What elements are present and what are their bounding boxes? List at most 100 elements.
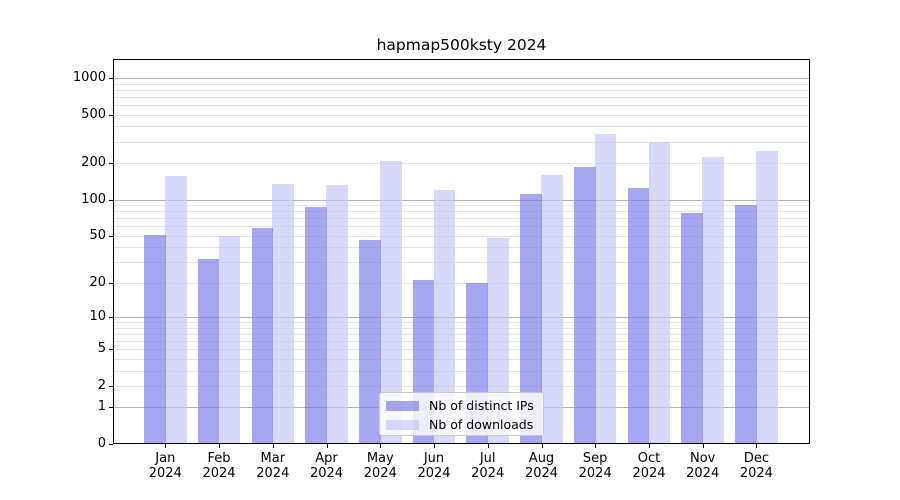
legend-label-distinct-ips: Nb of distinct IPs	[429, 398, 534, 413]
x-tick-label-oct: Oct 2024	[632, 451, 666, 481]
legend: Nb of distinct IPs Nb of downloads	[379, 392, 544, 436]
x-tick-mark-mar	[272, 444, 274, 448]
bar-distinct-ips-feb	[197, 258, 220, 444]
x-tick-mark-nov	[702, 444, 704, 448]
bar-downloads-dec	[755, 150, 778, 444]
x-tick-label-nov: Nov 2024	[686, 451, 720, 481]
y-tick-mark-50	[109, 235, 113, 237]
gridline-y-2	[113, 385, 810, 387]
bar-distinct-ips-mar	[251, 228, 274, 444]
y-tick-label-20: 20	[89, 274, 106, 290]
bar-downloads-sep	[594, 134, 617, 444]
bar-distinct-ips-apr	[305, 206, 327, 444]
x-tick-mark-oct	[649, 444, 650, 448]
legend-swatch-distinct-ips	[386, 400, 419, 411]
bar-downloads-mar	[272, 184, 295, 444]
bar-distinct-ips-jan	[144, 234, 166, 444]
bar-downloads-oct	[648, 141, 671, 444]
gridline-y-8	[113, 327, 810, 329]
gridline-y-100	[113, 199, 810, 201]
gridline-y-90	[113, 205, 810, 206]
y-tick-mark-5	[109, 349, 113, 351]
gridline-y-10	[113, 317, 810, 318]
x-tick-label-aug: Aug 2024	[524, 451, 559, 481]
gridline-y-50	[113, 235, 810, 237]
y-tick-label-1: 1	[97, 399, 106, 415]
x-tick-label-mar: Mar 2024	[256, 451, 290, 481]
y-tick-label-500: 500	[81, 106, 106, 122]
gridline-y-80	[113, 211, 810, 213]
x-tick-mark-jan	[165, 444, 167, 448]
bar-downloads-jan	[164, 176, 187, 444]
x-tick-mark-jul	[487, 444, 489, 448]
x-tick-label-apr: Apr 2024	[309, 451, 344, 481]
y-tick-label-2: 2	[97, 377, 106, 393]
bar-downloads-aug	[541, 175, 563, 444]
gridline-y-7	[113, 333, 810, 335]
y-tick-label-5: 5	[97, 341, 106, 357]
gridline-y-800	[113, 89, 810, 91]
gridline-y-4	[113, 358, 810, 360]
bar-distinct-ips-dec	[735, 205, 757, 444]
gridline-y-700	[113, 96, 810, 98]
y-tick-mark-100	[109, 199, 113, 201]
gridline-y-3	[113, 370, 810, 372]
y-tick-mark-0	[109, 444, 113, 445]
x-tick-label-feb: Feb 2024	[202, 451, 236, 481]
legend-label-downloads: Nb of downloads	[429, 417, 534, 432]
bar-distinct-ips-may	[359, 240, 381, 444]
x-tick-label-sep: Sep 2024	[578, 451, 612, 481]
x-tick-mark-feb	[219, 444, 220, 448]
bar-distinct-ips-oct	[627, 188, 650, 444]
bar-downloads-jun	[433, 189, 456, 444]
y-tick-mark-20	[109, 282, 113, 284]
gridline-y-300	[113, 141, 810, 143]
x-tick-mark-aug	[541, 444, 543, 448]
gridline-y-70	[113, 218, 810, 220]
gridline-y-200	[113, 163, 810, 164]
y-tick-label-0: 0	[97, 436, 106, 451]
x-tick-label-jul: Jul 2024	[471, 451, 505, 481]
gridline-y-1000	[113, 77, 810, 79]
x-tick-label-may: May 2024	[363, 451, 397, 481]
x-tick-label-jan: Jan 2024	[148, 451, 182, 481]
gridline-y-400	[113, 126, 810, 128]
legend-item-distinct-ips: Nb of distinct IPs	[380, 396, 543, 415]
y-tick-mark-10	[109, 317, 113, 318]
y-tick-mark-1000	[109, 77, 113, 79]
gridline-y-6	[113, 340, 810, 342]
x-tick-mark-dec	[756, 444, 758, 448]
x-tick-label-jun: Jun 2024	[417, 451, 451, 481]
y-tick-mark-2	[109, 385, 113, 387]
gridline-y-30	[113, 262, 810, 264]
x-tick-mark-sep	[595, 444, 597, 448]
gridline-y-900	[113, 83, 810, 85]
x-tick-mark-jun	[434, 444, 435, 448]
x-tick-mark-may	[380, 444, 382, 448]
legend-swatch-downloads	[386, 419, 419, 430]
bar-distinct-ips-aug	[520, 194, 542, 444]
y-tick-label-200: 200	[81, 155, 106, 170]
bar-downloads-feb	[218, 235, 241, 444]
y-tick-mark-200	[109, 163, 113, 164]
y-tick-mark-500	[109, 114, 113, 116]
gridline-y-20	[113, 282, 810, 284]
gridline-y-40	[113, 247, 810, 249]
x-tick-mark-apr	[326, 444, 328, 448]
bar-downloads-nov	[702, 156, 724, 444]
y-tick-label-10: 10	[89, 309, 106, 324]
legend-item-downloads: Nb of downloads	[380, 415, 543, 434]
gridline-y-9	[113, 322, 810, 323]
bar-downloads-may	[379, 160, 402, 444]
bar-distinct-ips-nov	[681, 212, 704, 444]
gridline-y-60	[113, 226, 810, 228]
y-tick-mark-1	[109, 407, 113, 409]
chart-title: hapmap500ksty 2024	[376, 36, 547, 54]
y-tick-label-100: 100	[81, 191, 106, 207]
bar-distinct-ips-sep	[573, 167, 596, 444]
y-tick-label-50: 50	[89, 227, 106, 243]
gridline-y-5	[113, 349, 810, 351]
y-tick-label-1000: 1000	[72, 69, 106, 85]
gridline-y-600	[113, 105, 810, 106]
x-tick-label-dec: Dec 2024	[739, 451, 773, 481]
